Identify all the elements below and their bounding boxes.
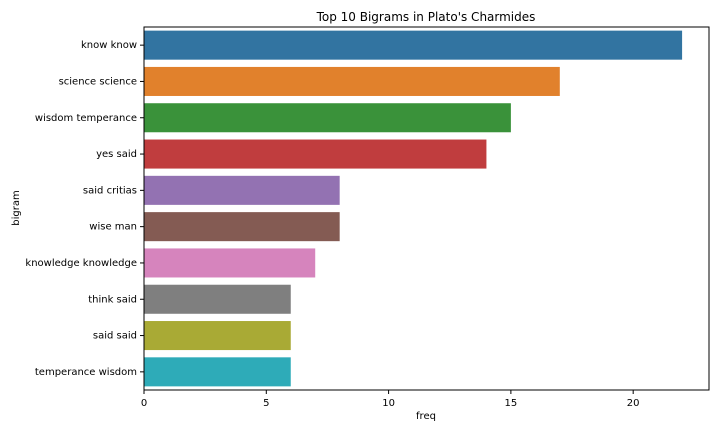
bars-group (144, 30, 683, 387)
x-tick-label: 0 (141, 398, 147, 409)
bar-science-science (144, 66, 560, 96)
x-tick-label: 20 (627, 398, 640, 409)
y-ticks-group: know know science science wisdom temperanc… (25, 40, 144, 378)
bar-think-said (144, 284, 291, 314)
bar-yes-said (144, 139, 487, 169)
y-tick-label: think said (88, 294, 137, 305)
y-tick-label: know know (81, 40, 137, 51)
x-tick-label: 5 (263, 398, 269, 409)
bar-wise-man (144, 212, 340, 242)
x-tick-label: 15 (505, 398, 518, 409)
y-tick-label: knowledge knowledge (25, 258, 137, 269)
x-axis-label: freq (416, 411, 436, 422)
y-tick-label: said said (93, 331, 137, 342)
x-tick-label: 10 (382, 398, 395, 409)
y-tick-label: said critias (83, 185, 137, 196)
y-axis-label: bigram (11, 190, 22, 225)
y-tick-label: yes said (96, 149, 137, 160)
y-tick-label: wisdom temperance (35, 113, 137, 124)
bar-said-said (144, 321, 291, 351)
chart-title: Top 10 Bigrams in Plato's Charmides (316, 10, 536, 24)
bar-wisdom-temperance (144, 103, 511, 133)
x-ticks-group: 0 5 10 15 20 (141, 390, 640, 409)
bar-know-know (144, 30, 683, 60)
plot-frame (143, 26, 710, 391)
y-tick-label: wise man (89, 222, 137, 233)
y-tick-label: temperance wisdom (35, 367, 137, 378)
bar-knowledge-knowledge (144, 248, 316, 278)
y-tick-label: science science (59, 76, 137, 87)
bar-said-critias (144, 175, 340, 205)
bar-temperance-wisdom (144, 357, 291, 387)
